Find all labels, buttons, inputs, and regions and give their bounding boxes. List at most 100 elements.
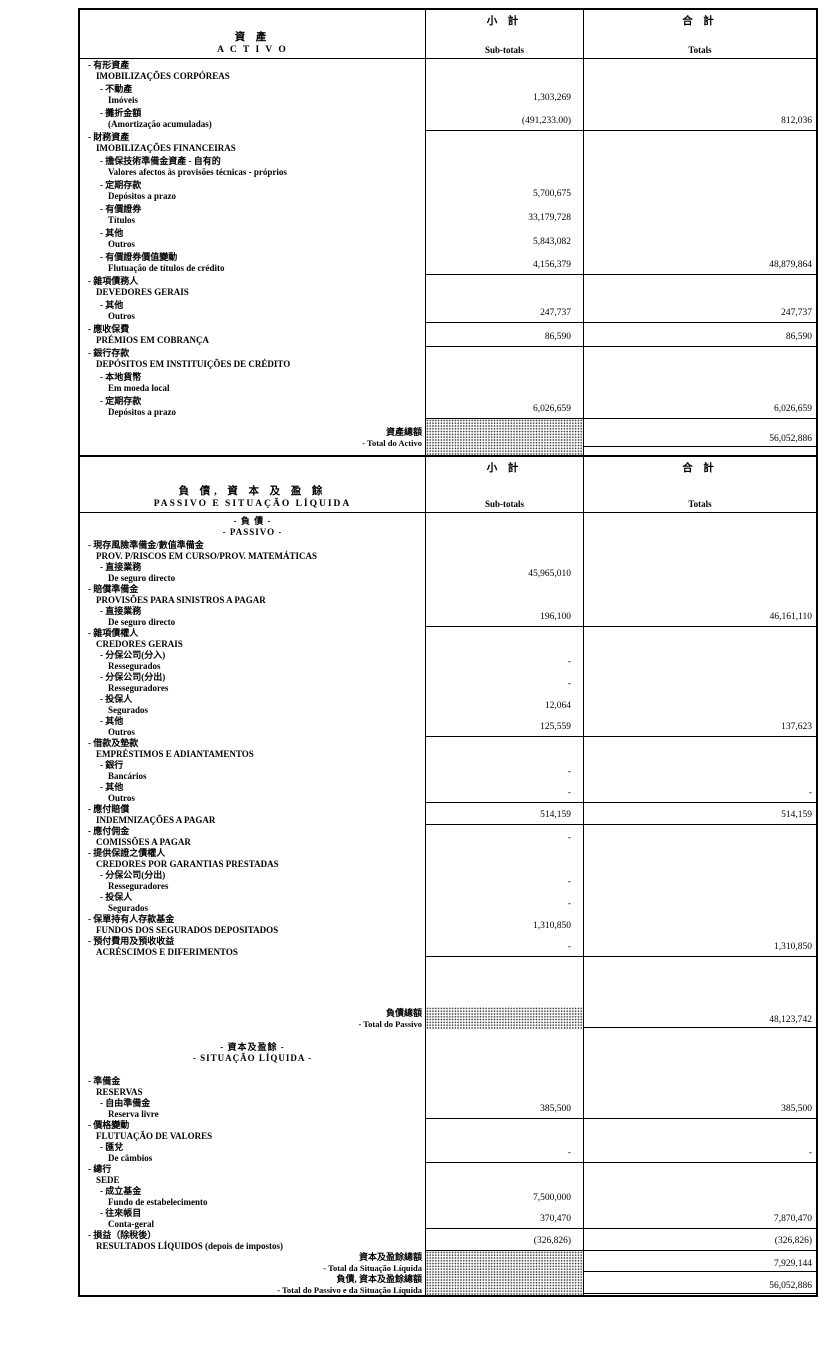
label-cell: - 雜項債務人 DEVEDORES GERAIS: [80, 275, 425, 299]
total-value: 56,052,886: [584, 1281, 816, 1294]
total-cell: [584, 203, 816, 227]
label-zh: - 資本及盈餘 -: [220, 1042, 285, 1052]
label-zh: 負債, 資本及盈餘總額: [336, 1274, 422, 1284]
label-zh: - 應收保費: [88, 324, 130, 334]
table-row: - 保單持有人存款基金 FUNDOS DOS SEGURADOS DEPOSITA…: [80, 913, 816, 935]
total-cell: [584, 59, 816, 83]
label-pt: - SITUAÇÃO LÍQUIDA -: [192, 1052, 313, 1063]
subtotal-value: -: [567, 679, 571, 689]
label-pt: Resseguradores: [108, 880, 169, 891]
label-cell: - 本地貨幣 Em moeda local: [80, 371, 425, 395]
subtotal-cell: [425, 155, 584, 179]
label-zh: - 往來帳目: [100, 1208, 142, 1218]
label-cell: - 銀行存款 DEPÓSITOS EM INSTITUIÇÕES DE CRÉDI…: [80, 347, 425, 371]
total-cell: [584, 227, 816, 251]
subtotal-value: 6,026,659: [533, 404, 571, 414]
label-zh: - 現存風險準備金/數值準備金: [88, 540, 204, 550]
subtotal-value: 1,310,850: [533, 921, 571, 931]
label-cell: - 賠償準備金 PROVISÕES PARA SINISTROS A PAGAR: [80, 583, 425, 605]
subtotals-header-cell: 小 計 Sub-totals: [425, 457, 584, 512]
label-zh: - 雜項債務人: [88, 276, 139, 286]
activo-title-zh: 資 產: [234, 32, 271, 43]
label-pt: Resseguradores: [108, 682, 169, 693]
total-cell: [584, 1029, 816, 1075]
total-cell: 46,161,110: [584, 605, 816, 627]
label-pt: PROV. P/RISCOS EM CURSO/PROV. MATEMÁTICA…: [96, 550, 318, 561]
table-row: - 匯兌 De câmbios - -: [80, 1141, 816, 1163]
label-pt: CREDORES POR GARANTIAS PRESTADAS: [96, 858, 279, 869]
label-cell: - 分保公司(分出) Resseguradores: [80, 869, 425, 891]
label-cell: - 其他 Outros: [80, 781, 425, 803]
label-cell: - 總行 SEDE: [80, 1163, 425, 1185]
label-cell: - 其他 Outros: [80, 227, 425, 251]
subtotal-cell: 45,965,010: [425, 561, 584, 583]
label-zh: - 直接業務: [100, 562, 142, 572]
subtotal-cell: 514,159: [425, 803, 584, 825]
table-row: - 分保公司(分出) Resseguradores -: [80, 869, 816, 891]
subtotal-value: -: [567, 833, 571, 843]
subtotal-cell: -: [425, 1141, 584, 1163]
subtotal-cell: 33,179,728: [425, 203, 584, 227]
total-cell: [584, 627, 816, 649]
total-cell: [584, 1163, 816, 1185]
label-zh: - 應付佣金: [88, 826, 130, 836]
subtotal-cell: 1,303,269: [425, 83, 584, 107]
passivo-title-zh: 負 債, 資 本 及 盈 餘: [178, 486, 327, 497]
label-zh: - 有價證券: [100, 204, 142, 214]
total-cell: [584, 539, 816, 561]
table-row: - 總行 SEDE: [80, 1163, 816, 1185]
table-row: - 價格變動 FLUTUAÇÃO DE VALORES: [80, 1119, 816, 1141]
subtotal-cell: 1,310,850: [425, 913, 584, 935]
label-zh: 資本及盈餘總額: [358, 1252, 422, 1262]
total-cell: 56,052,886: [584, 1273, 816, 1295]
total-cell: 56,052,886: [584, 419, 816, 455]
label-cell: - 定期存款 Depósitos a prazo: [80, 395, 425, 419]
label-cell: - 直接業務 De seguro directo: [80, 605, 425, 627]
subtotal-value: -: [567, 657, 571, 667]
subtotal-cell: [425, 275, 584, 299]
label-pt: Reserva livre: [108, 1108, 159, 1119]
label-zh: - 直接業務: [100, 606, 142, 616]
subtotal-value: -: [567, 899, 571, 909]
subtotal-cell: 385,500: [425, 1097, 584, 1119]
passivo-table: 負 債, 資 本 及 盈 餘 PASSIVO E SITUAÇÃO LÍQUID…: [78, 455, 818, 1297]
label-pt: Ressegurados: [108, 660, 161, 671]
label-pt: PROVISÕES PARA SINISTROS A PAGAR: [96, 594, 266, 605]
table-row: - 直接業務 De seguro directo 45,965,010: [80, 561, 816, 583]
total-cell: [584, 347, 816, 371]
label-pt: FUNDOS DOS SEGURADOS DEPOSITADOS: [96, 924, 279, 935]
label-cell: - 負 債 -- PASSIVO -: [80, 513, 425, 539]
table-row: - 借款及墊款 EMPRÉSTIMOS E ADIANTAMENTOS: [80, 737, 816, 759]
label-pt: RESERVAS: [96, 1086, 143, 1097]
label-pt: - Total do Activo: [362, 437, 422, 448]
total-cell: [584, 83, 816, 107]
label-zh: - 提供保證之債權人: [88, 848, 166, 858]
label-zh: - 分保公司(分出): [100, 672, 166, 682]
total-cell: [584, 671, 816, 693]
activo-table: 資 產 A C T I V O 小 計 Sub-totals 合 計 Total…: [78, 8, 818, 457]
total-value: 7,870,470: [774, 1214, 812, 1224]
table-row: - 雜項債務人 DEVEDORES GERAIS: [80, 275, 816, 299]
label-pt: INDEMNIZAÇÕES A PAGAR: [96, 814, 216, 825]
label-zh: - 匯兌: [100, 1142, 124, 1152]
subtotal-cell: [425, 1007, 584, 1029]
total-row: 負債, 資本及盈餘總額 - Total do Passivo e da Situa…: [80, 1273, 816, 1295]
label-zh: - 準備金: [88, 1076, 121, 1086]
total-cell: 137,623: [584, 715, 816, 737]
subtotal-value: 196,100: [540, 612, 571, 622]
total-value: 1,310,850: [774, 942, 812, 952]
total-cell: 247,737: [584, 299, 816, 323]
total-cell: [584, 825, 816, 847]
total-value: -: [808, 788, 812, 798]
label-zh: - 負 債 -: [233, 516, 272, 526]
total-value: 46,161,110: [769, 612, 812, 622]
subtotal-value: 514,159: [540, 810, 571, 820]
subtotal-cell: [425, 1251, 584, 1273]
total-value: 247,737: [781, 308, 812, 318]
subtotal-cell: -: [425, 781, 584, 803]
total-row: 資產總額 - Total do Activo 56,052,886: [80, 419, 816, 455]
label-cell: - 有價證券價值變動 Flutuação de títulos de crédit…: [80, 251, 425, 275]
total-cell: [584, 583, 816, 605]
totals-header-cell: 合 計 Totals: [584, 10, 816, 58]
